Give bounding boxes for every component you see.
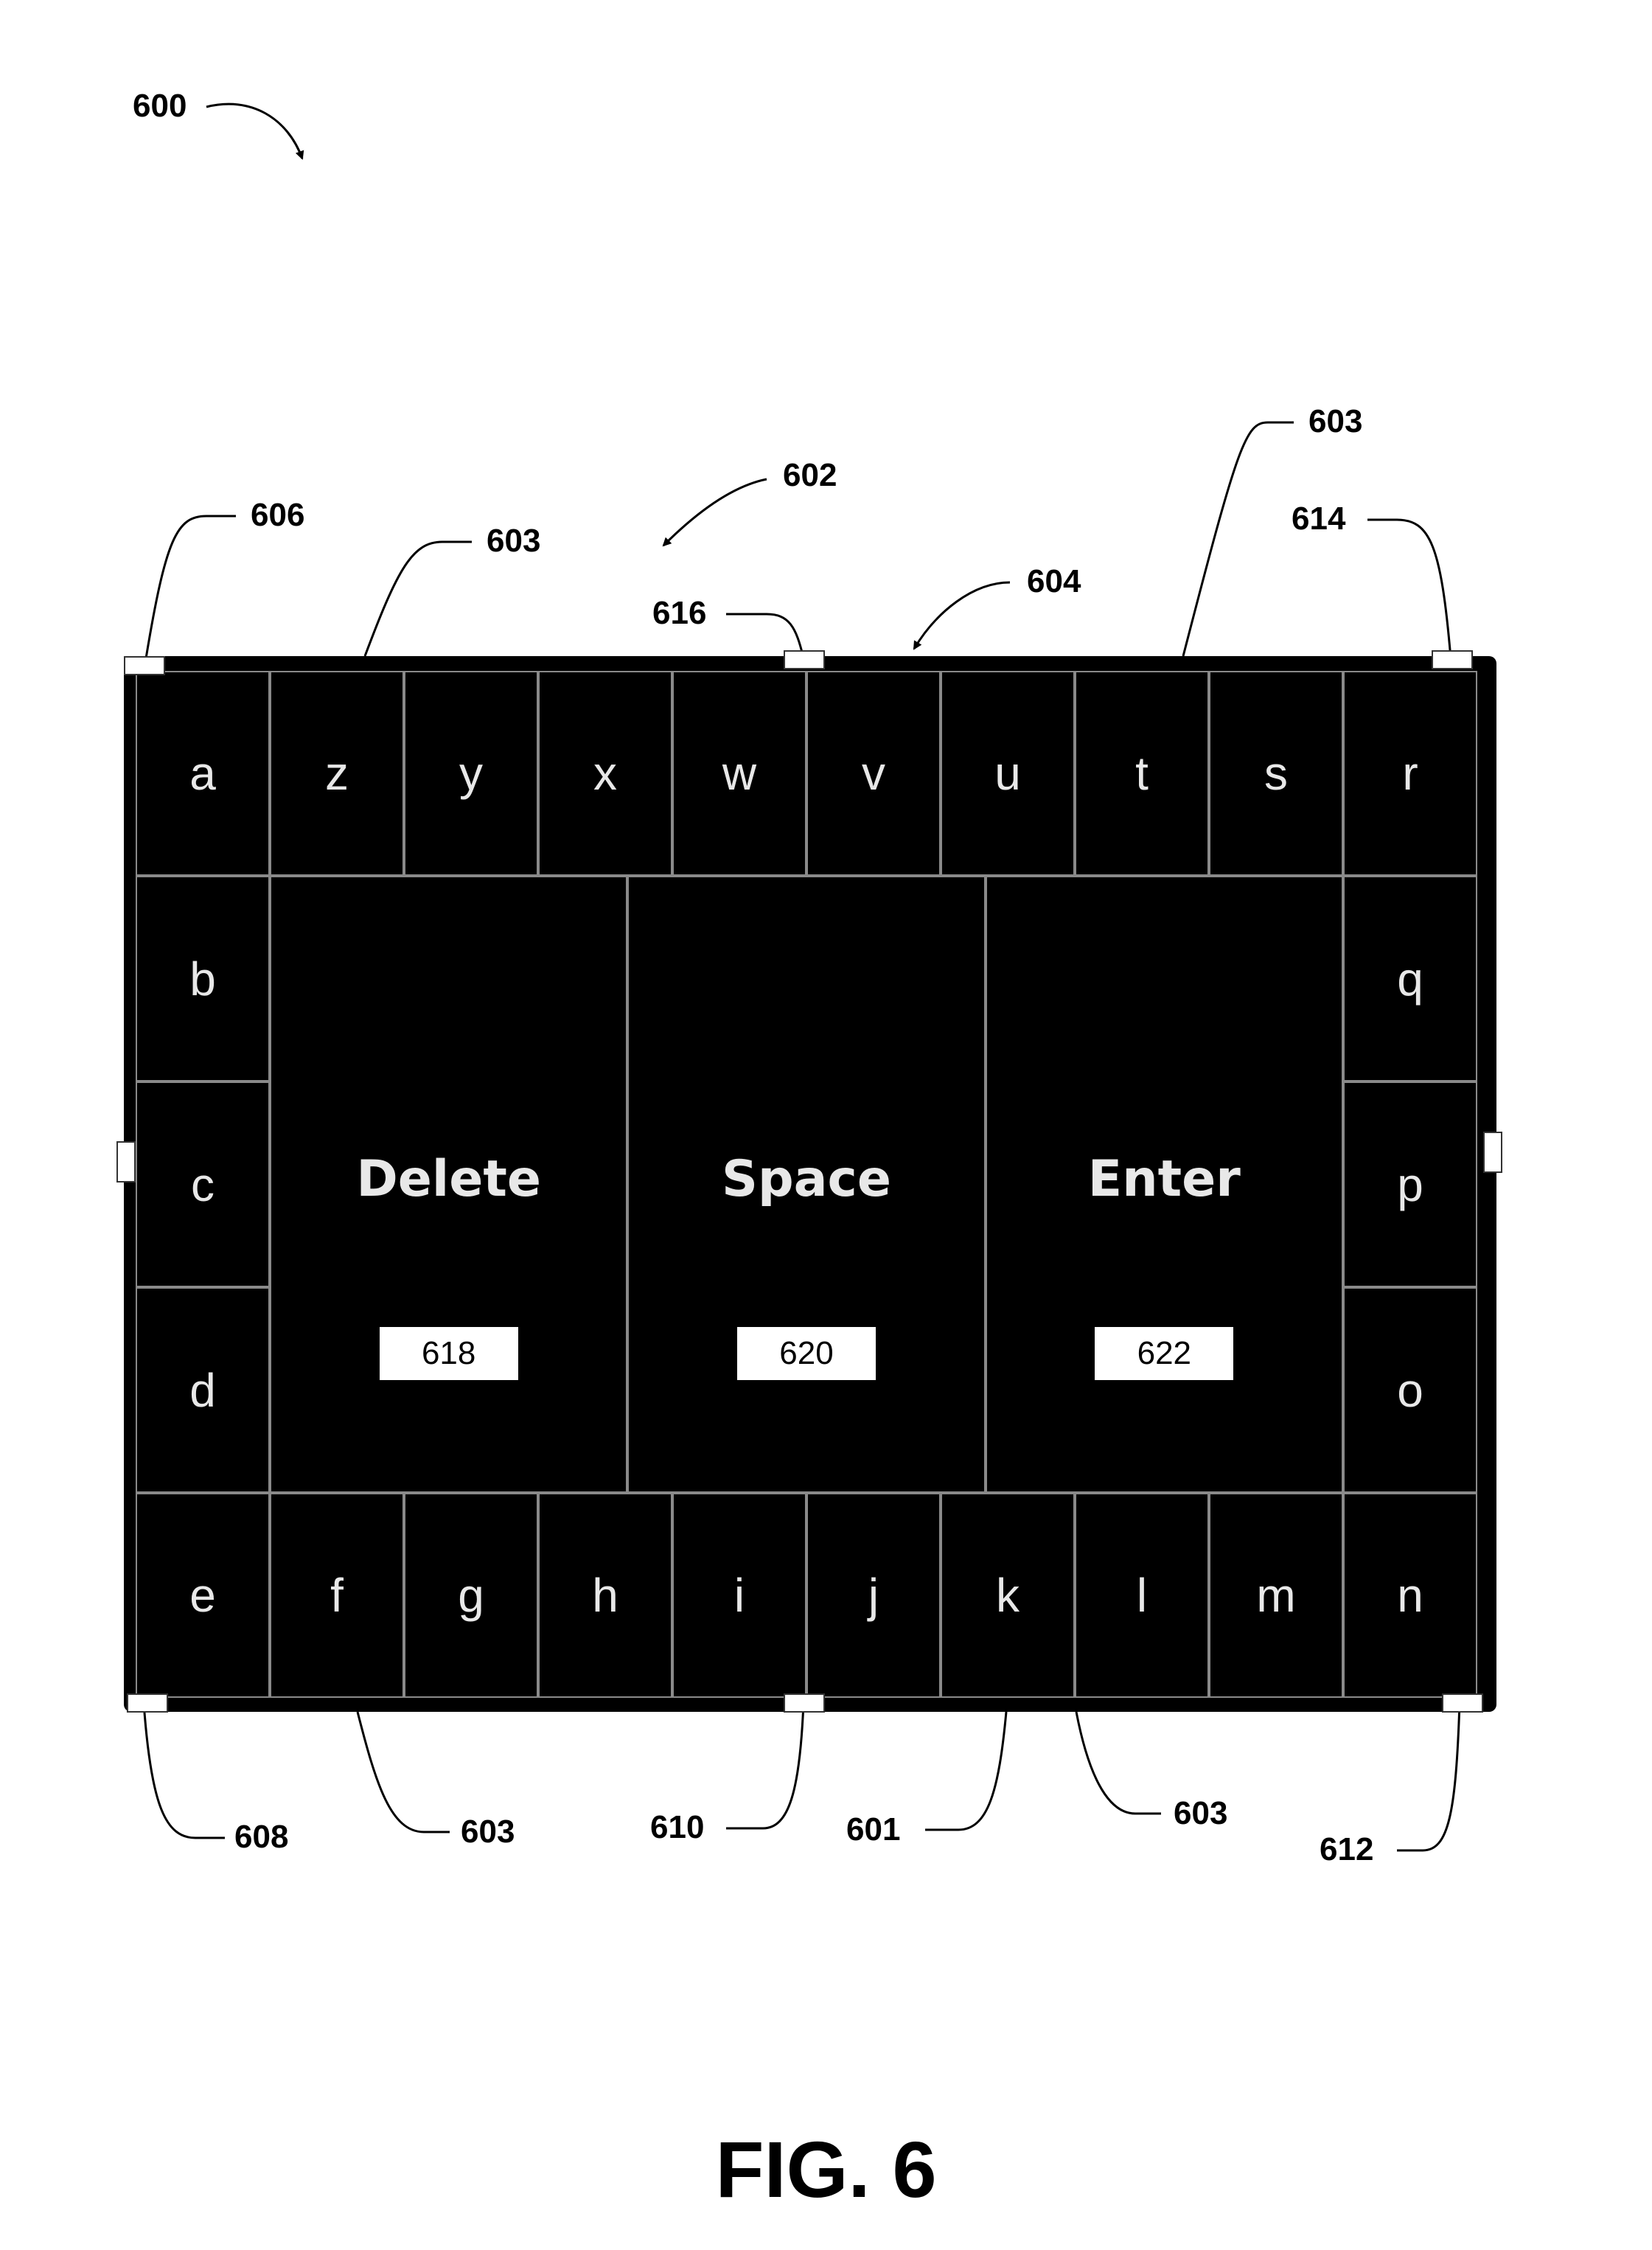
key-o[interactable]: o <box>1343 1287 1477 1493</box>
ref-603-bottom-right: 603 <box>1174 1797 1227 1830</box>
enter-key-label: Enter <box>987 1150 1342 1208</box>
key-i[interactable]: i <box>672 1493 806 1698</box>
handle-top-right[interactable] <box>1432 650 1473 669</box>
key-n[interactable]: n <box>1343 1493 1477 1698</box>
key-j[interactable]: j <box>806 1493 941 1698</box>
leader-603-top-left <box>365 542 472 656</box>
key-z[interactable]: z <box>270 671 404 876</box>
leader-600 <box>206 104 302 159</box>
key-a[interactable]: a <box>136 671 270 876</box>
leader-610 <box>726 1703 804 1828</box>
key-d[interactable]: d <box>136 1287 270 1493</box>
handle-left-middle[interactable] <box>116 1141 136 1183</box>
leader-603-bottom-left <box>358 1712 450 1832</box>
ref-601: 601 <box>846 1814 900 1846</box>
keyboard: azyxwvutsr bcd qpo efghijklmn Delete 618 Space… <box>124 656 1496 1712</box>
ref-612: 612 <box>1320 1833 1373 1866</box>
key-s[interactable]: s <box>1209 671 1343 876</box>
ref-616: 616 <box>652 597 706 630</box>
ref-604: 604 <box>1027 565 1081 598</box>
leader-603-top-right <box>1183 422 1294 656</box>
delete-key-label: Delete <box>271 1150 626 1208</box>
space-key-label: Space <box>629 1150 983 1208</box>
key-m[interactable]: m <box>1209 1493 1343 1698</box>
leader-606 <box>146 516 236 658</box>
key-u[interactable]: u <box>941 671 1075 876</box>
handle-bottom-right[interactable] <box>1442 1693 1483 1713</box>
ref-610: 610 <box>650 1811 704 1844</box>
handle-top-left[interactable] <box>124 656 165 675</box>
key-r[interactable]: r <box>1343 671 1477 876</box>
ref-603-top-left: 603 <box>487 525 540 557</box>
ref-600: 600 <box>133 90 187 122</box>
leader-614 <box>1367 520 1451 658</box>
figure-caption: FIG. 6 <box>0 2123 1652 2215</box>
key-f[interactable]: f <box>270 1493 404 1698</box>
key-g[interactable]: g <box>404 1493 538 1698</box>
key-x[interactable]: x <box>538 671 672 876</box>
key-t[interactable]: t <box>1075 671 1209 876</box>
key-h[interactable]: h <box>538 1493 672 1698</box>
space-key[interactable]: Space 620 <box>627 876 985 1493</box>
ref-618: 618 <box>380 1327 518 1380</box>
ref-614: 614 <box>1292 503 1345 535</box>
key-y[interactable]: y <box>404 671 538 876</box>
ref-602: 602 <box>783 459 837 492</box>
leader-603-bottom-right <box>1076 1712 1161 1814</box>
leader-602 <box>663 479 767 546</box>
ref-606: 606 <box>251 499 304 532</box>
ref-608: 608 <box>234 1821 288 1853</box>
handle-bottom-middle[interactable] <box>784 1693 825 1713</box>
ref-603-top-right: 603 <box>1308 405 1362 438</box>
leader-608 <box>144 1703 225 1838</box>
ref-620: 620 <box>737 1327 876 1380</box>
enter-key[interactable]: Enter 622 <box>986 876 1343 1493</box>
delete-key[interactable]: Delete 618 <box>270 876 627 1493</box>
ref-603-bottom-left: 603 <box>461 1816 515 1848</box>
ref-622: 622 <box>1095 1327 1233 1380</box>
key-c[interactable]: c <box>136 1082 270 1287</box>
key-b[interactable]: b <box>136 876 270 1082</box>
leader-612 <box>1397 1703 1460 1850</box>
leader-601 <box>925 1712 1006 1830</box>
handle-top-middle[interactable] <box>784 650 825 669</box>
key-q[interactable]: q <box>1343 876 1477 1082</box>
key-p[interactable]: p <box>1343 1082 1477 1287</box>
key-w[interactable]: w <box>672 671 806 876</box>
handle-bottom-left[interactable] <box>127 1693 168 1713</box>
handle-right-middle[interactable] <box>1483 1132 1502 1173</box>
key-l[interactable]: l <box>1075 1493 1209 1698</box>
key-v[interactable]: v <box>806 671 941 876</box>
key-e[interactable]: e <box>136 1493 270 1698</box>
leader-604 <box>914 582 1010 649</box>
key-k[interactable]: k <box>941 1493 1075 1698</box>
